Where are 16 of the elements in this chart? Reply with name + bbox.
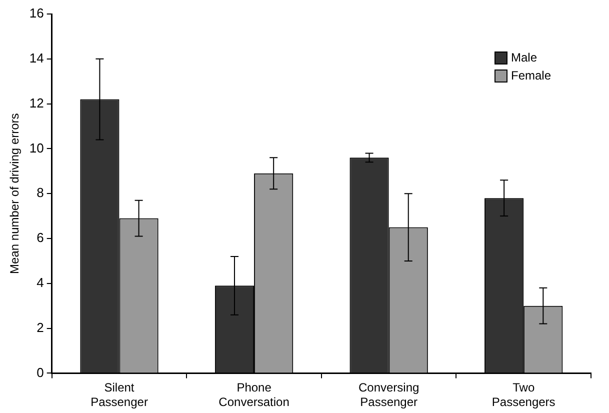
legend-label: Female: [510, 68, 552, 82]
y-tick-label: 8: [36, 185, 44, 200]
y-tick-label: 0: [36, 364, 44, 380]
y-tick-label: 2: [36, 320, 44, 335]
y-tick-label: 4: [36, 274, 44, 290]
y-tick-label: 14: [29, 50, 44, 66]
x-tick-label: Phone Conversation: [218, 380, 290, 410]
x-tick-label: Silent Passenger: [90, 380, 148, 410]
legend-label: Male: [510, 50, 538, 64]
x-tick-label: Two Passengers: [492, 380, 556, 410]
y-tick-label: 16: [29, 6, 44, 21]
x-tick-label: Conversing Passenger: [358, 380, 420, 410]
y-axis-title: Mean number of driving errors: [8, 113, 22, 274]
y-tick-label: 10: [29, 140, 44, 156]
y-tick-label: 12: [29, 95, 44, 110]
y-tick-label: 6: [36, 230, 44, 246]
